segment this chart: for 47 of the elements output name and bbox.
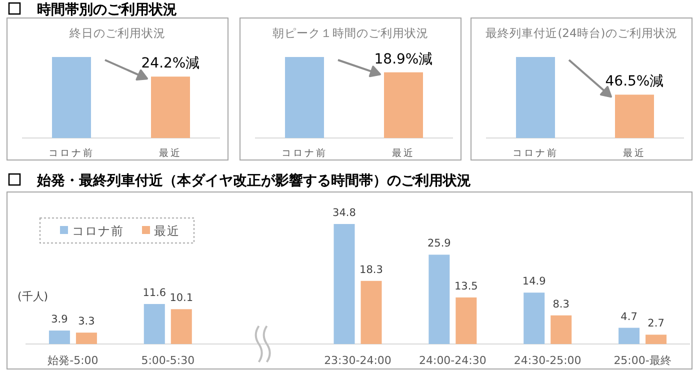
annotation: 46.5%減 — [605, 74, 664, 90]
x-tick-label: 5:00-5:30 — [141, 354, 195, 367]
y-axis-title: (千人) — [18, 290, 48, 303]
bar — [618, 328, 640, 344]
data-label: 4.7 — [620, 310, 638, 323]
x-tick-label: 始発-5:00 — [48, 354, 98, 367]
annotation: 18.9%減 — [374, 51, 433, 68]
bar — [550, 315, 572, 344]
bar — [170, 309, 192, 344]
legend-label: 最近 — [154, 224, 180, 238]
x-tick-label: 最近 — [159, 147, 182, 159]
bar — [48, 330, 70, 344]
data-label: 34.8 — [332, 207, 356, 219]
chart-title: 始発・最終列車付近（本ダイヤ改正が影響する時間帯）のご利用状況 — [36, 172, 471, 189]
data-label: 25.9 — [427, 238, 451, 250]
x-tick-label: コロナ前 — [48, 147, 94, 159]
x-tick-label: 25:00-最終 — [614, 354, 672, 367]
data-label: 14.9 — [522, 276, 546, 288]
x-tick-label: 最近 — [623, 147, 646, 159]
annotation: 24.2%減 — [141, 56, 200, 72]
chart-title: 終日のご利用状況 — [68, 26, 166, 40]
chart-title: 最終列車付近(24時台)のご利用状況 — [486, 26, 678, 40]
bar — [428, 254, 450, 344]
bar — [144, 304, 165, 344]
x-tick-label: コロナ前 — [512, 147, 558, 159]
x-tick-label: 24:00-24:30 — [418, 354, 486, 367]
data-label: 8.3 — [552, 298, 570, 310]
data-label: 3.9 — [51, 314, 68, 326]
data-label: 10.1 — [170, 292, 194, 304]
x-tick-label: コロナ前 — [282, 147, 328, 159]
x-tick-label: 23:30-24:00 — [324, 354, 392, 367]
data-label: 11.6 — [142, 287, 166, 299]
data-label: 3.3 — [78, 316, 95, 328]
x-tick-label: 最近 — [392, 147, 415, 159]
data-label: 2.7 — [648, 318, 664, 330]
bar — [524, 292, 545, 344]
data-label: 13.5 — [454, 280, 478, 292]
bar — [360, 280, 382, 344]
legend-label: コロナ前 — [72, 224, 124, 238]
bar — [334, 224, 355, 344]
bar — [646, 334, 667, 344]
bar — [456, 297, 477, 344]
chart-title: 朝ピーク１時間のご利用状況 — [272, 26, 428, 40]
text: 時間帯別のご利用状況 — [37, 2, 177, 18]
x-tick-label: 24:30-25:00 — [514, 354, 582, 367]
data-label: 18.3 — [360, 264, 383, 276]
bar — [76, 332, 97, 344]
